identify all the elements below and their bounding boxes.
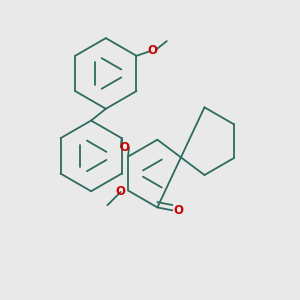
- Text: O: O: [173, 204, 183, 217]
- Text: O: O: [116, 185, 126, 199]
- Text: O: O: [120, 141, 130, 154]
- Text: O: O: [148, 44, 158, 57]
